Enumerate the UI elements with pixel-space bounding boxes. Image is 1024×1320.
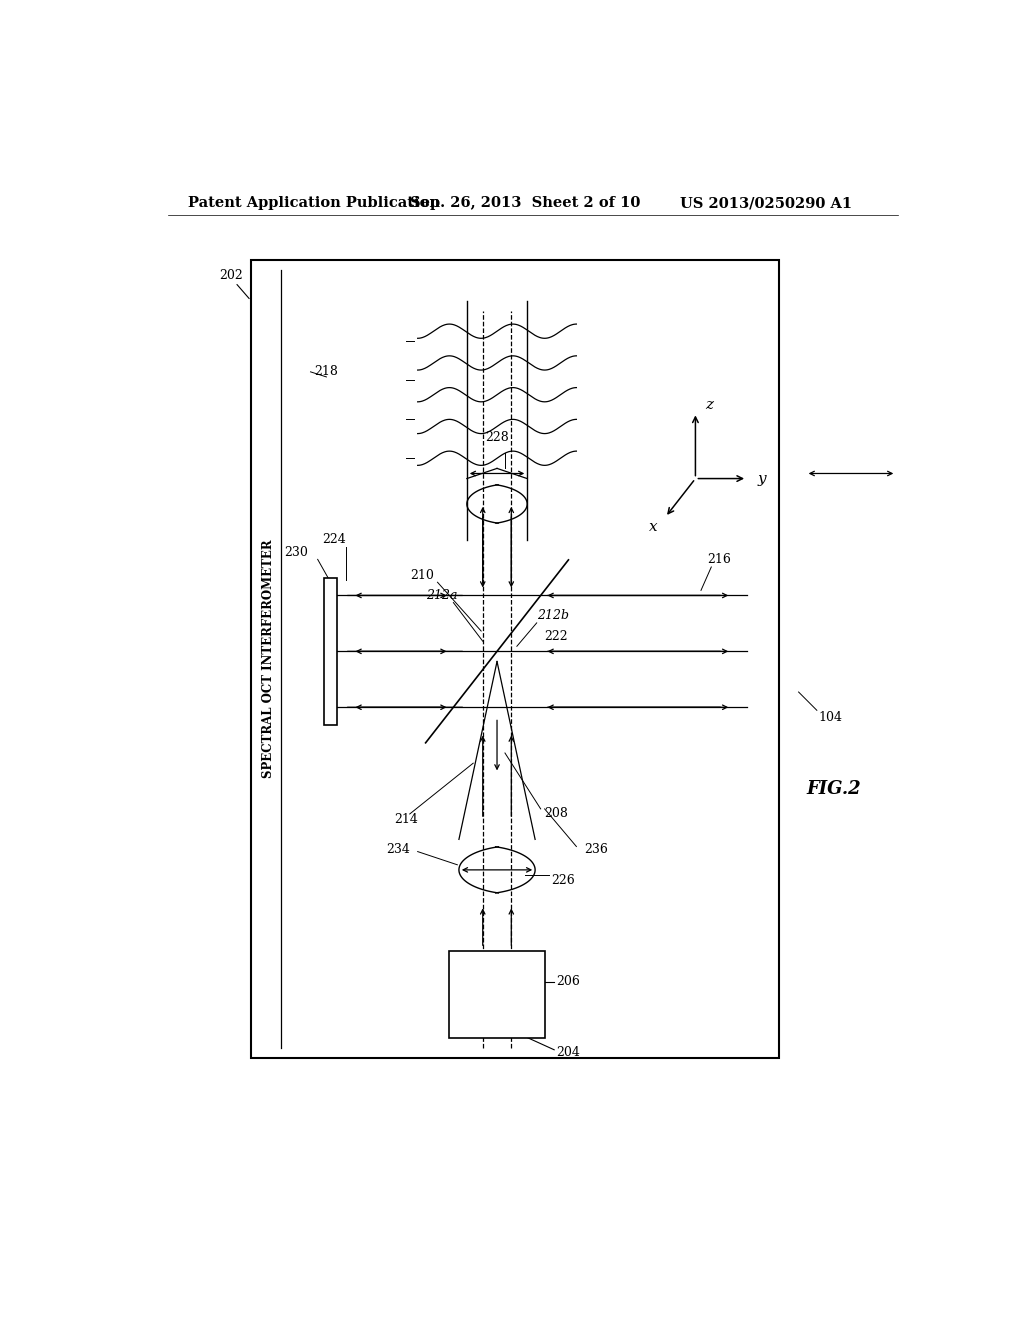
Text: SPECTRAL OCT INTERFEROMETER: SPECTRAL OCT INTERFEROMETER — [262, 540, 275, 779]
Text: FIG.2: FIG.2 — [807, 780, 861, 797]
Text: 210: 210 — [410, 569, 433, 582]
Text: 224: 224 — [323, 533, 346, 546]
Text: 228: 228 — [485, 432, 509, 445]
Text: 104: 104 — [818, 711, 843, 723]
Text: 216: 216 — [708, 553, 731, 566]
Text: z: z — [705, 399, 713, 412]
Text: US 2013/0250290 A1: US 2013/0250290 A1 — [680, 197, 852, 210]
Text: 202: 202 — [219, 269, 243, 281]
Text: 212b: 212b — [537, 610, 568, 622]
Text: 236: 236 — [585, 843, 608, 857]
Bar — [251, 260, 778, 1057]
Text: 206: 206 — [557, 975, 581, 989]
Text: 230: 230 — [285, 545, 308, 558]
Text: 212a: 212a — [426, 589, 457, 602]
Text: 204: 204 — [557, 1047, 581, 1060]
Bar — [324, 578, 337, 725]
Bar — [450, 952, 545, 1038]
Text: 234: 234 — [386, 843, 410, 857]
Text: y: y — [758, 471, 766, 486]
Text: 226: 226 — [551, 874, 574, 887]
Text: 218: 218 — [314, 366, 338, 379]
Text: x: x — [649, 520, 657, 535]
Text: Sep. 26, 2013  Sheet 2 of 10: Sep. 26, 2013 Sheet 2 of 10 — [410, 197, 640, 210]
Text: 214: 214 — [394, 813, 418, 825]
Text: 208: 208 — [545, 808, 568, 821]
Text: Patent Application Publication: Patent Application Publication — [187, 197, 439, 210]
Text: 222: 222 — [545, 630, 568, 643]
